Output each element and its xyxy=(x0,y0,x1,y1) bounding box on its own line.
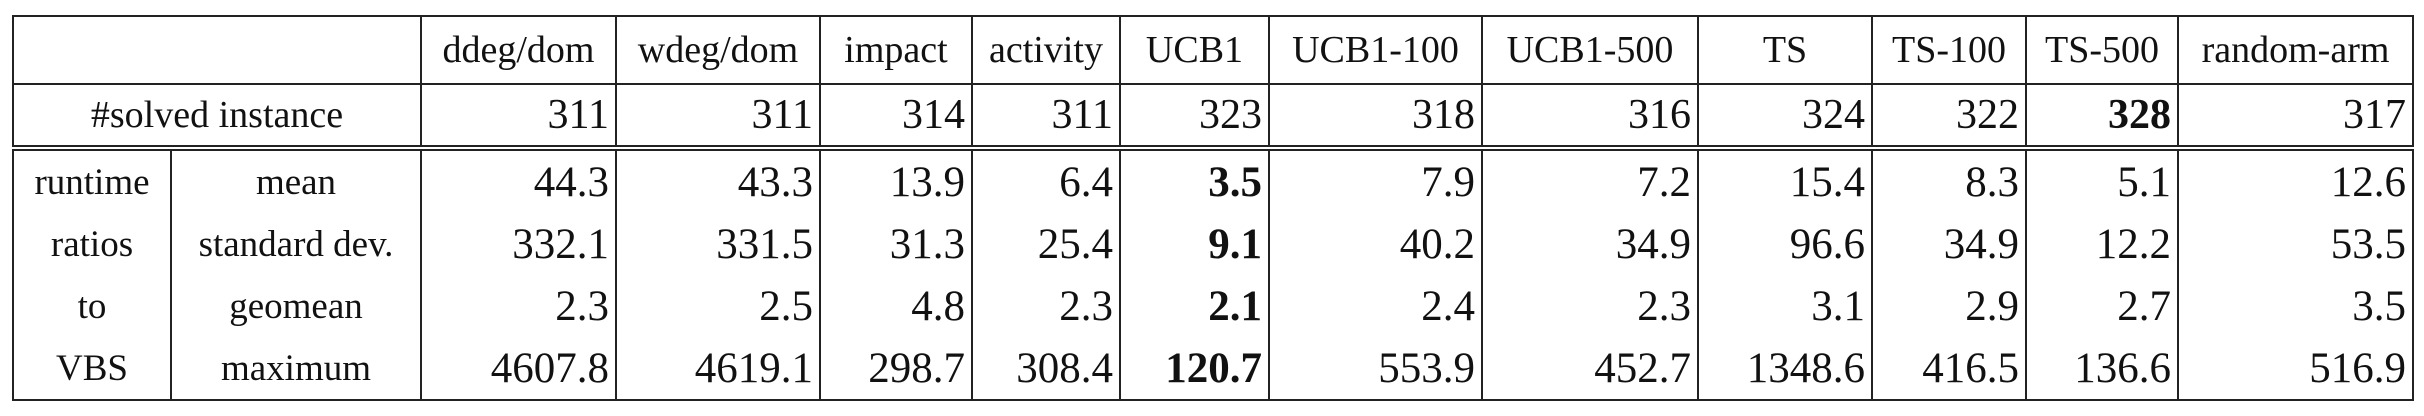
column-header: random-arm xyxy=(2177,15,2414,85)
row-label: #solved instance xyxy=(12,84,422,151)
stat-row: VBS maximum 4607.8 4619.1 298.7 308.4 120.7 553… xyxy=(12,337,2414,401)
value-cell: 15.4 xyxy=(1697,148,1873,213)
row-label: maximum xyxy=(170,337,422,401)
value-cell: 120.7 xyxy=(1119,337,1270,401)
value-cell: 316 xyxy=(1481,84,1699,151)
value-cell: 2.3 xyxy=(420,275,617,337)
value-cell: 34.9 xyxy=(1871,213,2027,275)
value-cell: 8.3 xyxy=(1871,148,2027,213)
value-cell: 25.4 xyxy=(971,213,1121,275)
value-cell: 7.2 xyxy=(1481,148,1699,213)
value-cell: 311 xyxy=(420,84,617,151)
value-cell: 322 xyxy=(1871,84,2027,151)
value-cell: 311 xyxy=(971,84,1121,151)
column-header: TS-100 xyxy=(1871,15,2027,85)
value-cell: 452.7 xyxy=(1481,337,1699,401)
value-cell: 5.1 xyxy=(2025,148,2179,213)
stat-row: to geomean 2.3 2.5 4.8 2.3 2.1 2.4 2.3 3.1 2.9 2.7 3… xyxy=(12,275,2414,337)
value-cell: 96.6 xyxy=(1697,213,1873,275)
value-cell: 44.3 xyxy=(420,148,617,213)
column-header: activity xyxy=(971,15,1121,85)
value-cell: 331.5 xyxy=(615,213,821,275)
value-cell: 416.5 xyxy=(1871,337,2027,401)
column-header: TS xyxy=(1697,15,1873,85)
stat-row: runtime mean 44.3 43.3 13.9 6.4 3.5 7.9 7.2 15.4 8… xyxy=(12,148,2414,213)
stat-row: ratios standard dev. 332.1 331.5 31.3 25.4 9.1… xyxy=(12,213,2414,275)
row-label: mean xyxy=(170,148,422,213)
value-cell: 516.9 xyxy=(2177,337,2414,401)
table-body: ddeg/dom wdeg/dom impact activity UCB1 UCB1-1… xyxy=(12,15,2414,401)
value-cell: 2.3 xyxy=(971,275,1121,337)
value-cell: 34.9 xyxy=(1481,213,1699,275)
value-cell: 9.1 xyxy=(1119,213,1270,275)
value-cell: 43.3 xyxy=(615,148,821,213)
value-cell: 3.5 xyxy=(1119,148,1270,213)
value-cell: 3.1 xyxy=(1697,275,1873,337)
group-label: ratios xyxy=(12,213,172,275)
value-cell: 4.8 xyxy=(819,275,973,337)
group-label: runtime xyxy=(12,148,172,213)
column-header: TS-500 xyxy=(2025,15,2179,85)
solved-row: #solved instance 311 311 314 311 323 318 316 324… xyxy=(12,84,2414,151)
column-header: ddeg/dom xyxy=(420,15,617,85)
value-cell: 553.9 xyxy=(1268,337,1483,401)
group-label: to xyxy=(12,275,172,337)
value-cell: 328 xyxy=(2025,84,2179,151)
row-label: standard dev. xyxy=(170,213,422,275)
column-header: UCB1-500 xyxy=(1481,15,1699,85)
group-label: VBS xyxy=(12,337,172,401)
value-cell: 314 xyxy=(819,84,973,151)
value-cell: 12.2 xyxy=(2025,213,2179,275)
value-cell: 7.9 xyxy=(1268,148,1483,213)
value-cell: 311 xyxy=(615,84,821,151)
value-cell: 136.6 xyxy=(2025,337,2179,401)
header-row: ddeg/dom wdeg/dom impact activity UCB1 UCB1-1… xyxy=(12,15,2414,85)
value-cell: 53.5 xyxy=(2177,213,2414,275)
value-cell: 323 xyxy=(1119,84,1270,151)
value-cell: 3.5 xyxy=(2177,275,2414,337)
value-cell: 2.9 xyxy=(1871,275,2027,337)
column-header: UCB1-100 xyxy=(1268,15,1483,85)
value-cell: 317 xyxy=(2177,84,2414,151)
value-cell: 4607.8 xyxy=(420,337,617,401)
column-header: impact xyxy=(819,15,973,85)
value-cell: 2.1 xyxy=(1119,275,1270,337)
value-cell: 31.3 xyxy=(819,213,973,275)
value-cell: 13.9 xyxy=(819,148,973,213)
corner-cell xyxy=(12,15,422,85)
value-cell: 298.7 xyxy=(819,337,973,401)
value-cell: 6.4 xyxy=(971,148,1121,213)
column-header: wdeg/dom xyxy=(615,15,821,85)
results-table: ddeg/dom wdeg/dom impact activity UCB1 UCB1-1… xyxy=(12,15,2414,401)
value-cell: 2.4 xyxy=(1268,275,1483,337)
value-cell: 324 xyxy=(1697,84,1873,151)
value-cell: 332.1 xyxy=(420,213,617,275)
value-cell: 1348.6 xyxy=(1697,337,1873,401)
value-cell: 2.5 xyxy=(615,275,821,337)
value-cell: 4619.1 xyxy=(615,337,821,401)
table-container: ddeg/dom wdeg/dom impact activity UCB1 UCB1-1… xyxy=(12,15,2414,401)
value-cell: 318 xyxy=(1268,84,1483,151)
value-cell: 308.4 xyxy=(971,337,1121,401)
value-cell: 2.7 xyxy=(2025,275,2179,337)
value-cell: 2.3 xyxy=(1481,275,1699,337)
row-label: geomean xyxy=(170,275,422,337)
value-cell: 40.2 xyxy=(1268,213,1483,275)
value-cell: 12.6 xyxy=(2177,148,2414,213)
column-header: UCB1 xyxy=(1119,15,1270,85)
